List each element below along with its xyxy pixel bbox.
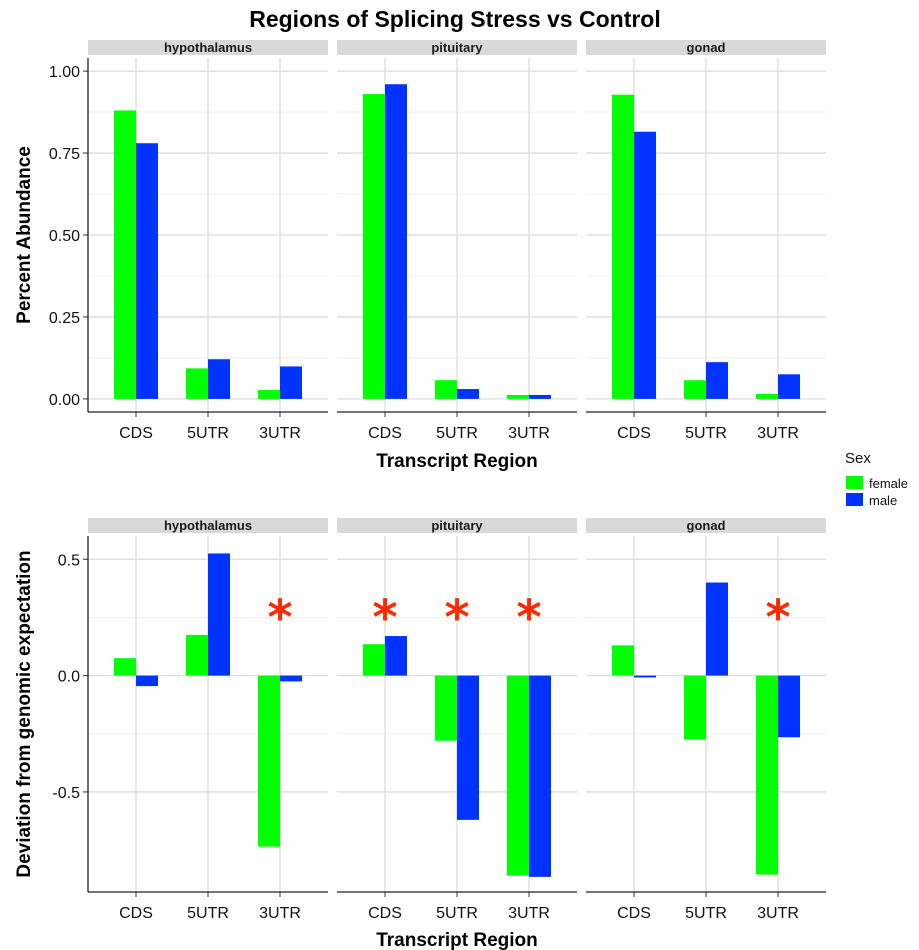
y-tick-label: 0.75 <box>49 146 80 163</box>
significance-star: * <box>267 590 292 646</box>
facet-strip <box>337 518 577 533</box>
x-tick-label: 3UTR <box>259 425 301 442</box>
facet-label: gonad <box>687 40 726 55</box>
facet-strip <box>337 40 577 55</box>
bar-female <box>363 94 385 399</box>
significance-star: * <box>765 590 790 646</box>
x-tick-label: 5UTR <box>187 905 229 922</box>
x-axis-title: Transcript Region <box>376 451 538 472</box>
bar-female <box>612 645 634 676</box>
x-tick-label: 5UTR <box>685 905 727 922</box>
bar-female <box>435 675 457 741</box>
bar-male <box>634 675 656 678</box>
x-axis-title: Transcript Region <box>376 930 538 950</box>
bar-female <box>612 94 634 399</box>
bar-male <box>529 675 551 877</box>
legend-label-male: male <box>869 493 897 508</box>
bar-male <box>634 131 656 399</box>
bar-male <box>778 374 800 399</box>
bar-female <box>114 658 136 676</box>
bar-male <box>457 675 479 820</box>
facet-label: gonad <box>687 518 726 533</box>
y-tick-label: 1.00 <box>49 64 80 81</box>
x-tick-label: 3UTR <box>259 905 301 922</box>
bar-male <box>529 394 551 399</box>
plot-layer: 0.00 0.25 0.50 0.75 1.00 Percent Abundance Tra… <box>14 40 826 950</box>
significance-star: * <box>444 590 469 646</box>
y-tick-label: -0.5 <box>52 785 80 802</box>
bar-male <box>136 675 158 687</box>
facet-label: hypothalamus <box>164 40 252 55</box>
bar-female <box>186 368 208 399</box>
significance-star: * <box>372 590 397 646</box>
y-tick-label: 0.25 <box>49 310 80 327</box>
bar-female <box>114 110 136 399</box>
bar-male <box>280 366 302 399</box>
bar-female <box>186 634 208 676</box>
x-tick-label: CDS <box>119 905 153 922</box>
facet-label: pituitary <box>431 518 483 533</box>
x-tick-label: 5UTR <box>436 905 478 922</box>
bar-male <box>385 84 407 399</box>
x-tick-label: CDS <box>617 425 651 442</box>
legend-label-female: female <box>869 476 908 491</box>
facet-strip <box>88 40 328 55</box>
bar-male <box>706 362 728 399</box>
legend: Sex female male <box>845 450 908 508</box>
x-tick-label: 3UTR <box>757 905 799 922</box>
bar-female <box>684 380 706 399</box>
x-tick-label: 3UTR <box>508 425 550 442</box>
x-tick-label: CDS <box>119 425 153 442</box>
y-tick-label: 0.50 <box>49 228 80 245</box>
facet-strip <box>586 40 826 55</box>
facet-label: pituitary <box>431 40 483 55</box>
bar-female <box>258 675 280 847</box>
bar-female <box>507 394 529 399</box>
bar-female <box>507 675 529 876</box>
y-axis-title: Deviation from genomic expectation <box>14 550 35 877</box>
x-tick-label: CDS <box>617 905 651 922</box>
bar-male <box>208 359 230 399</box>
bar-male <box>280 675 302 682</box>
legend-swatch-female <box>846 476 863 489</box>
facet-label: hypothalamus <box>164 518 252 533</box>
chart-title: Regions of Splicing Stress vs Control <box>249 6 661 32</box>
x-tick-label: 5UTR <box>685 425 727 442</box>
significance-star: * <box>516 590 541 646</box>
legend-swatch-male <box>846 493 863 506</box>
y-tick-label: 0.00 <box>49 392 80 409</box>
x-tick-label: CDS <box>368 425 402 442</box>
x-tick-label: CDS <box>368 905 402 922</box>
bar-female <box>363 644 385 676</box>
bar-female <box>435 380 457 399</box>
y-tick-label: 0.0 <box>58 669 80 686</box>
bar-female <box>756 393 778 399</box>
x-tick-label: 3UTR <box>508 905 550 922</box>
bar-female <box>258 390 280 399</box>
facet-strip <box>586 518 826 533</box>
bar-male <box>778 675 800 738</box>
legend-title: Sex <box>845 450 871 467</box>
y-tick-label: 0.5 <box>58 552 80 569</box>
bar-male <box>457 389 479 399</box>
bar-male <box>385 636 407 676</box>
bar-male <box>706 582 728 676</box>
x-tick-label: 3UTR <box>757 425 799 442</box>
bar-female <box>756 675 778 875</box>
x-tick-label: 5UTR <box>187 425 229 442</box>
bar-female <box>684 675 706 740</box>
x-tick-label: 5UTR <box>436 425 478 442</box>
y-axis-title: Percent Abundance <box>14 146 35 324</box>
facet-strip <box>88 518 328 533</box>
bar-male <box>136 143 158 399</box>
bar-male <box>208 553 230 676</box>
